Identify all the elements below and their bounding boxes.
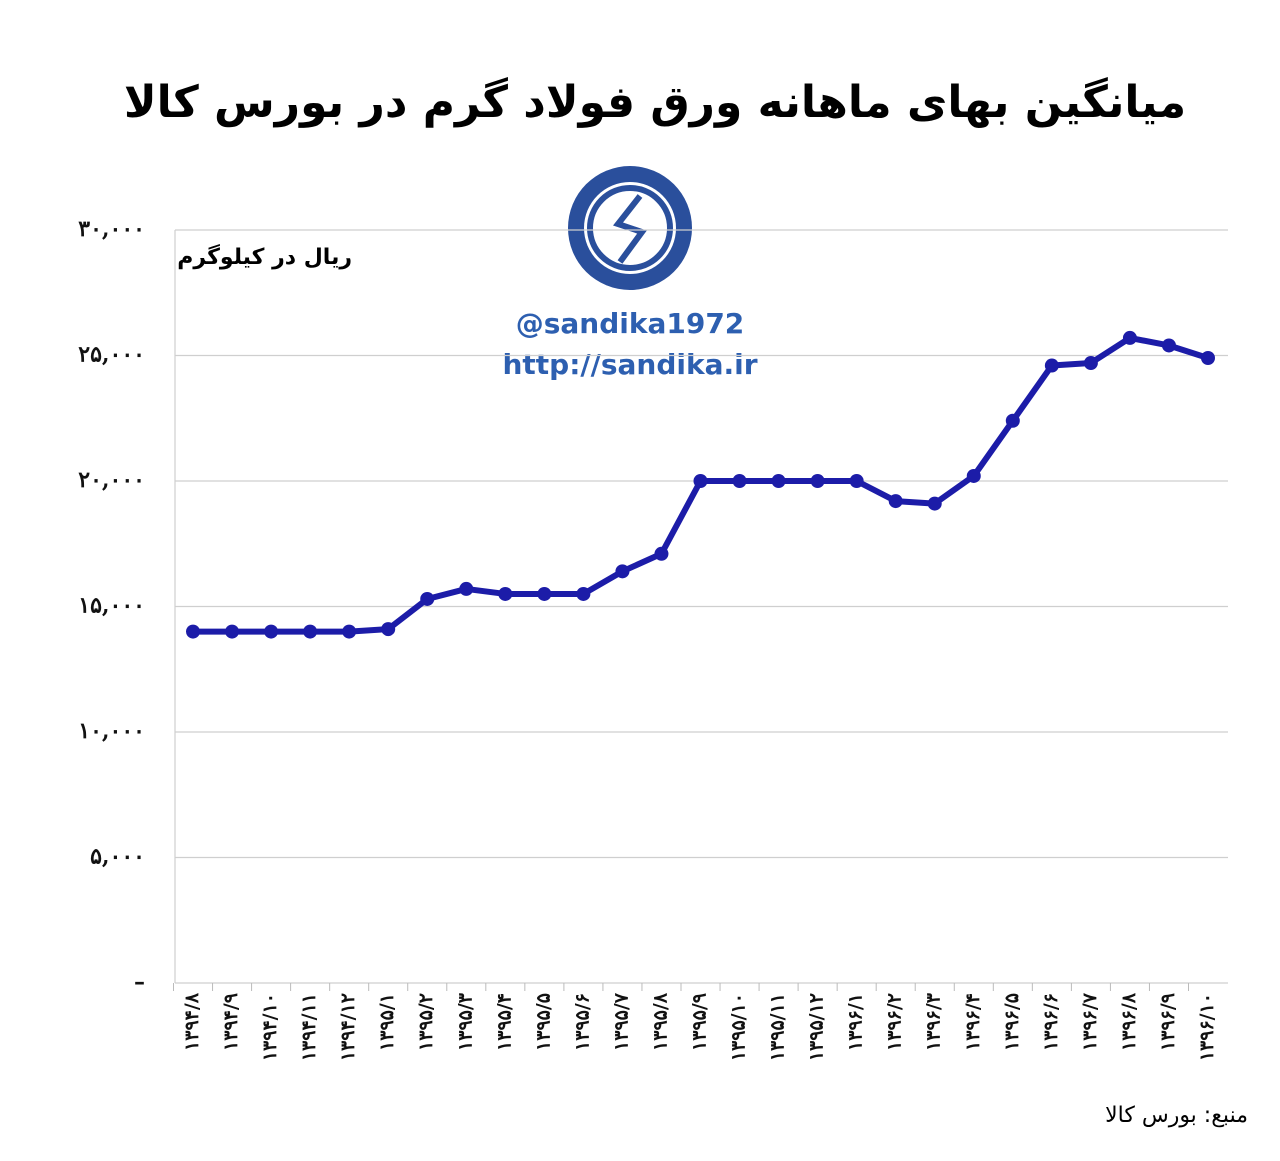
x-tick-label: ۱۳۹۶/۳ <box>923 992 945 1051</box>
marker <box>927 496 942 511</box>
x-tick-label: ۱۳۹۶/۲ <box>884 993 906 1051</box>
logo <box>568 166 692 290</box>
marker <box>966 468 981 483</box>
x-tick-label: ۱۳۹۶/۵ <box>1001 993 1023 1051</box>
x-tick-label: ۱۳۹۵/۴ <box>493 993 515 1051</box>
chart-title: میانگین بهای ماهانه ورق فولاد گرم در بور… <box>124 76 1186 128</box>
marker <box>1122 330 1137 345</box>
watermark: @sandika1972 <box>516 307 745 340</box>
y-tick-label: ۲۵,۰۰۰ <box>78 342 145 368</box>
x-tick-label: ۱۳۹۵/۸ <box>649 992 671 1051</box>
marker <box>849 474 864 488</box>
x-tick-label: ۱۳۹۵/۵ <box>532 993 554 1051</box>
y-tick-label: ۳۰,۰۰۰ <box>78 216 145 242</box>
y-tick-label: ۵,۰۰۰ <box>90 844 145 870</box>
marker <box>732 474 747 488</box>
x-tick-label: ۱۳۹۴/۸ <box>181 992 203 1051</box>
y-axis-label: ریال در کیلوگرم <box>177 243 352 270</box>
marker <box>810 474 825 488</box>
x-tick-label: ۱۳۹۵/۱۲ <box>806 993 828 1061</box>
x-tick-label: ۱۳۹۴/۱۱ <box>298 993 320 1061</box>
y-tick-label: ۱۰,۰۰۰ <box>78 718 145 744</box>
x-tick-label: ۱۳۹۶/۴ <box>962 993 984 1051</box>
marker <box>615 564 630 579</box>
source: منبع: بورس کالا <box>1105 1103 1248 1128</box>
marker <box>1083 356 1098 371</box>
y-tick-label: – <box>134 969 145 995</box>
watermark: http://sandika.ir <box>502 348 757 381</box>
marker <box>537 586 552 601</box>
x-tick-label: ۱۳۹۴/۹ <box>220 993 242 1051</box>
marker <box>576 586 591 601</box>
x-tick-label: ۱۳۹۶/۹ <box>1157 993 1179 1051</box>
marker <box>186 624 200 639</box>
marker <box>1201 351 1215 366</box>
marker <box>264 624 279 639</box>
x-tick-label: ۱۳۹۵/۱۱ <box>767 993 789 1061</box>
marker <box>771 474 786 488</box>
x-tick-label: ۱۳۹۵/۲ <box>415 993 437 1051</box>
y-tick-label: ۲۰,۰۰۰ <box>78 467 145 493</box>
x-tick-label: ۱۳۹۶/۷ <box>1079 992 1101 1051</box>
x-tick-label: ۱۳۹۴/۱۲ <box>337 993 359 1061</box>
y-tick-label: ۱۵,۰۰۰ <box>78 593 145 619</box>
marker <box>225 624 240 639</box>
marker <box>342 624 357 639</box>
x-tick-label: ۱۳۹۴/۱۰ <box>259 993 281 1061</box>
marker <box>420 591 435 606</box>
marker <box>303 624 318 639</box>
x-tick-label: ۱۳۹۵/۱۰ <box>728 993 750 1061</box>
marker <box>1005 413 1020 428</box>
marker <box>498 586 513 601</box>
x-tick-label: ۱۳۹۵/۷ <box>610 992 632 1051</box>
x-tick-label: ۱۳۹۵/۶ <box>571 993 593 1051</box>
marker <box>654 546 669 561</box>
x-tick-label: ۱۳۹۶/۱۰ <box>1196 993 1218 1061</box>
x-tick-label: ۱۳۹۶/۱ <box>845 993 867 1051</box>
marker <box>693 474 708 488</box>
x-tick-label: ۱۳۹۵/۱ <box>376 993 398 1051</box>
marker <box>1161 338 1176 353</box>
marker <box>1044 358 1059 373</box>
x-tick-label: ۱۳۹۵/۹ <box>689 993 711 1051</box>
x-tick-label: ۱۳۹۵/۳ <box>454 992 476 1051</box>
marker <box>381 622 396 637</box>
x-tick-label: ۱۳۹۶/۸ <box>1118 992 1140 1051</box>
marker <box>888 494 903 509</box>
x-tick-label: ۱۳۹۶/۶ <box>1040 993 1062 1051</box>
marker <box>459 581 474 596</box>
